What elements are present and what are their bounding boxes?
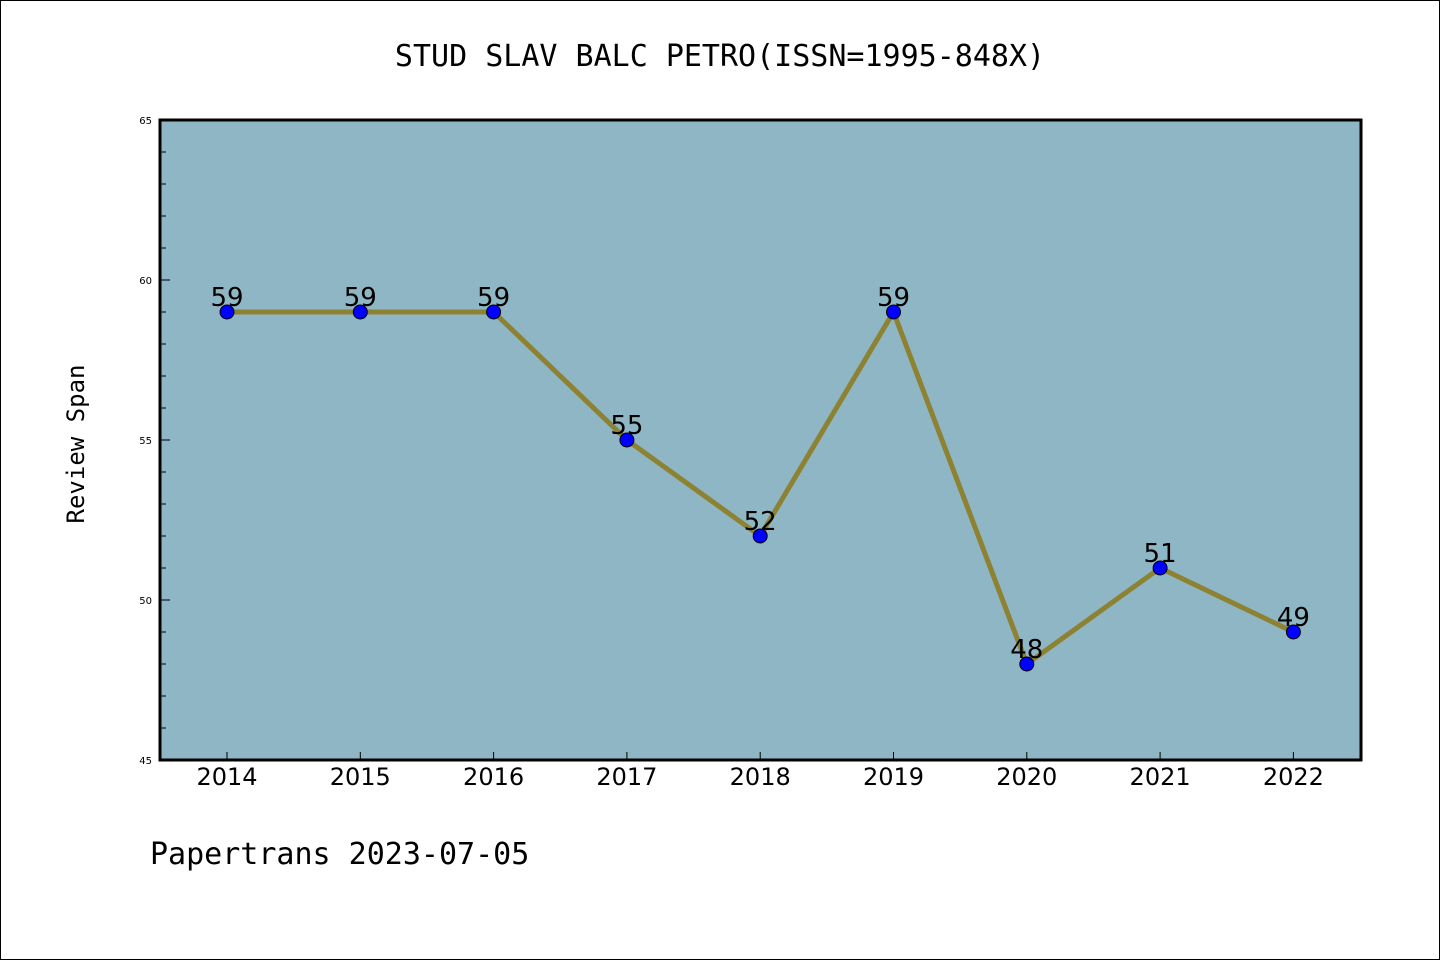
y-tick-label: 65 <box>139 116 152 127</box>
data-labels: 59 59 59 55 52 59 48 51 49 <box>210 283 1309 665</box>
data-point <box>1152 560 1168 576</box>
data-point <box>1285 624 1301 640</box>
data-label: 52 <box>744 507 777 537</box>
x-axis: 2014 2015 2016 2017 2018 2019 2020 2021 2022 <box>196 752 1324 791</box>
plot-area <box>158 118 1363 762</box>
y-tick-label: 60 <box>139 276 152 287</box>
data-label: 59 <box>477 283 510 313</box>
data-label: 51 <box>1144 539 1177 569</box>
y-axis: 45 50 55 60 65 <box>139 116 170 767</box>
y-tick-label: 50 <box>139 596 152 607</box>
x-tick-label: 2014 <box>196 763 257 791</box>
data-label: 59 <box>877 283 910 313</box>
data-label: 49 <box>1277 603 1310 633</box>
x-tick-label: 2016 <box>463 763 524 791</box>
data-label: 59 <box>210 283 243 313</box>
chart-title: STUD SLAV BALC PETRO(ISSN=1995-848X) <box>395 39 1045 74</box>
data-point <box>486 304 502 320</box>
y-axis-label: Review Span <box>62 365 90 524</box>
data-point <box>219 304 235 320</box>
x-tick-label: 2022 <box>1263 763 1324 791</box>
x-tick-label: 2019 <box>863 763 924 791</box>
data-point <box>1019 656 1035 672</box>
y-tick-label: 55 <box>139 436 152 447</box>
x-tick-label: 2018 <box>730 763 791 791</box>
series-markers <box>219 304 1301 672</box>
data-point <box>619 432 635 448</box>
x-tick-label: 2020 <box>996 763 1057 791</box>
x-tick-label: 2017 <box>596 763 657 791</box>
y-tick-label: 45 <box>139 756 152 767</box>
data-point <box>886 304 901 320</box>
x-tick-label: 2015 <box>330 763 391 791</box>
data-label: 59 <box>344 283 377 313</box>
data-point <box>752 528 768 544</box>
data-label: 48 <box>1010 635 1043 665</box>
data-point <box>352 304 368 320</box>
data-label: 55 <box>610 411 643 441</box>
footer-text: Papertrans 2023-07-05 <box>150 837 529 872</box>
x-tick-label: 2021 <box>1130 763 1191 791</box>
